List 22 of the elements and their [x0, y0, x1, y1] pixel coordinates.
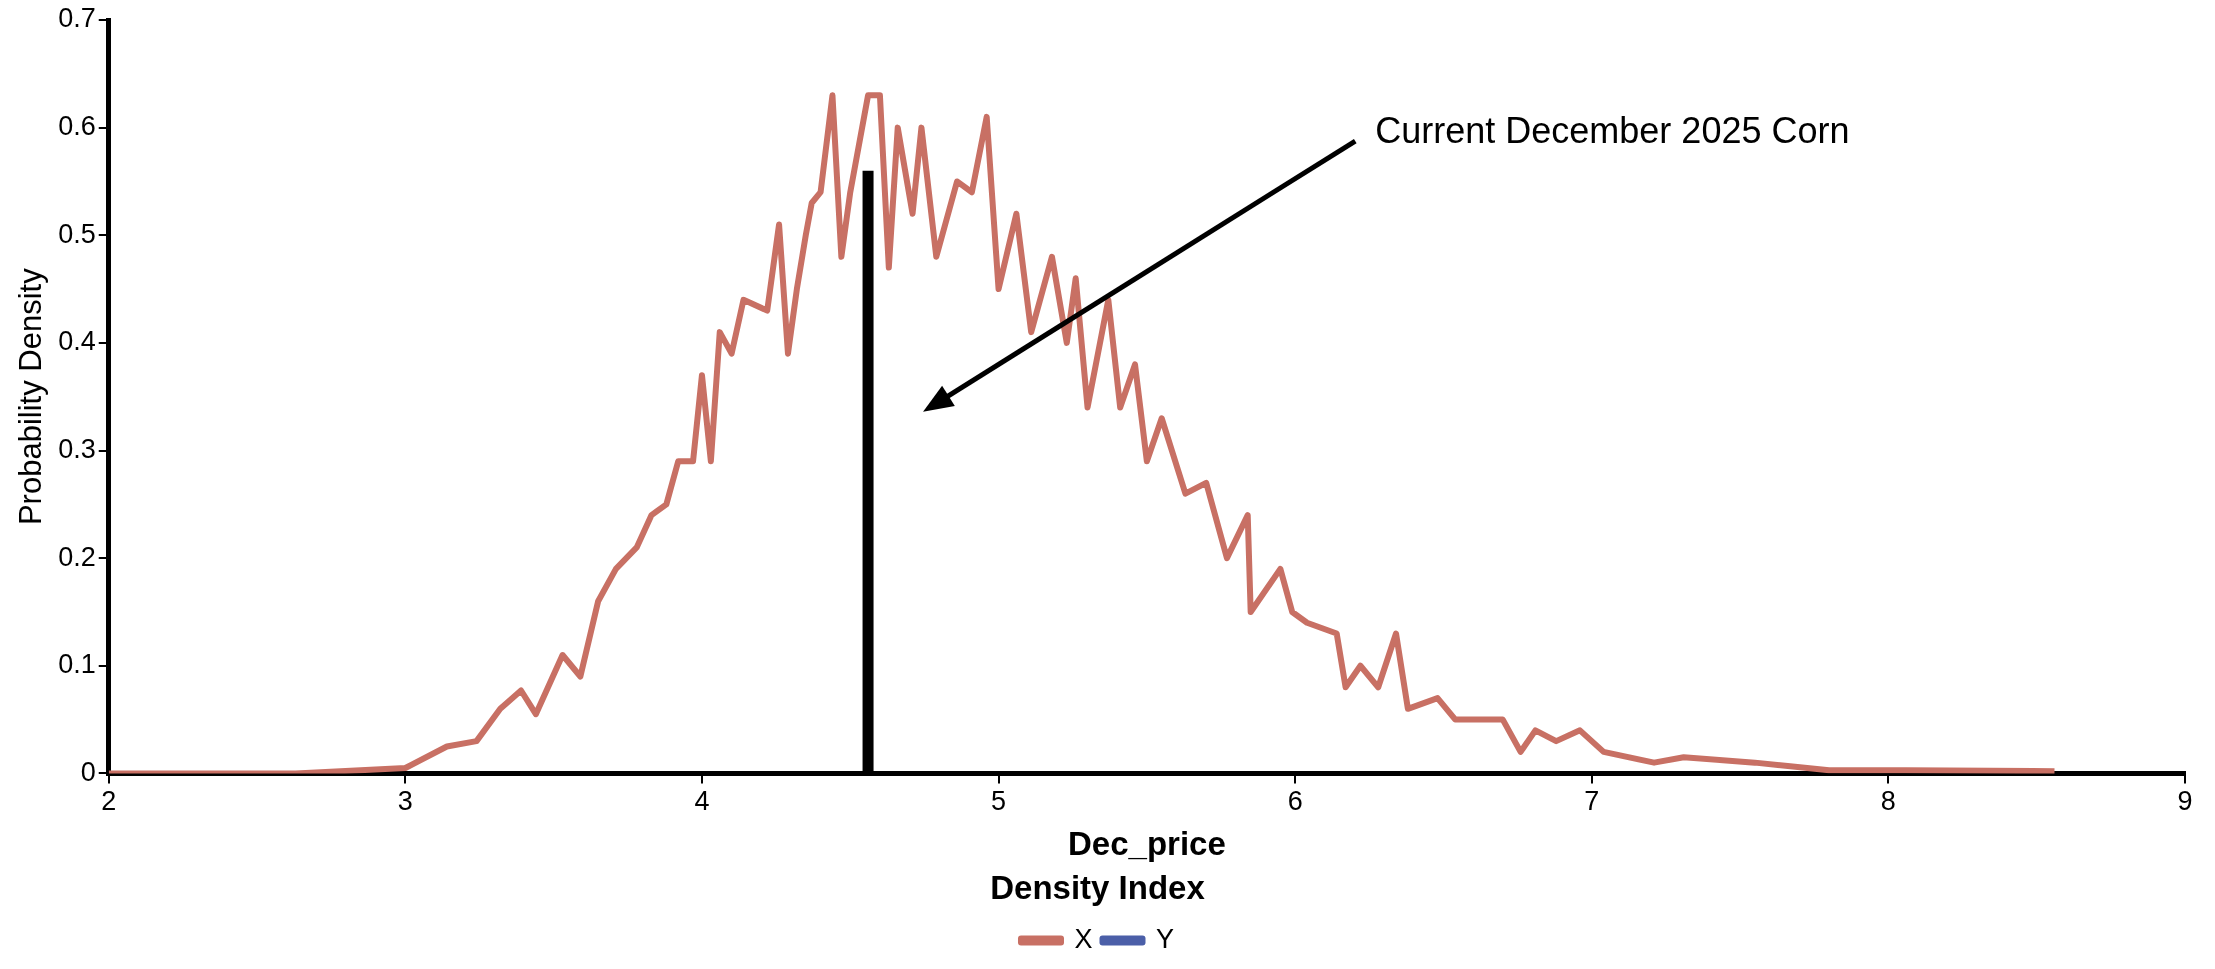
y-tick-label: 0.3: [58, 433, 96, 464]
x-tick-label: 4: [694, 786, 710, 817]
x-tick-label: 5: [991, 786, 1007, 817]
x-tick-label: 8: [1880, 786, 1896, 817]
x-tick-label: 9: [2177, 786, 2193, 817]
y-tick-label: 0.4: [58, 326, 96, 357]
y-tick-label: 0.7: [58, 3, 96, 34]
legend-title: Density Index: [990, 868, 1206, 906]
x-axis-title: Dec_price: [1067, 824, 1226, 862]
y-tick-label: 0.2: [58, 541, 96, 572]
y-tick-label: 0: [80, 756, 96, 787]
x-tick-label: 6: [1287, 786, 1303, 817]
legend-label: Y: [1156, 923, 1175, 954]
y-tick-label: 0.5: [58, 218, 96, 249]
x-tick-label: 7: [1584, 786, 1600, 817]
y-tick-label: 0.6: [58, 111, 96, 142]
x-tick-label: 2: [101, 786, 117, 817]
y-tick-label: 0.1: [58, 649, 96, 680]
y-axis-title: Probability Density: [13, 267, 49, 526]
annotation: Current December 2025 Corn: [1375, 109, 1850, 151]
legend-label: X: [1074, 923, 1093, 954]
x-tick-label: 3: [397, 786, 413, 817]
